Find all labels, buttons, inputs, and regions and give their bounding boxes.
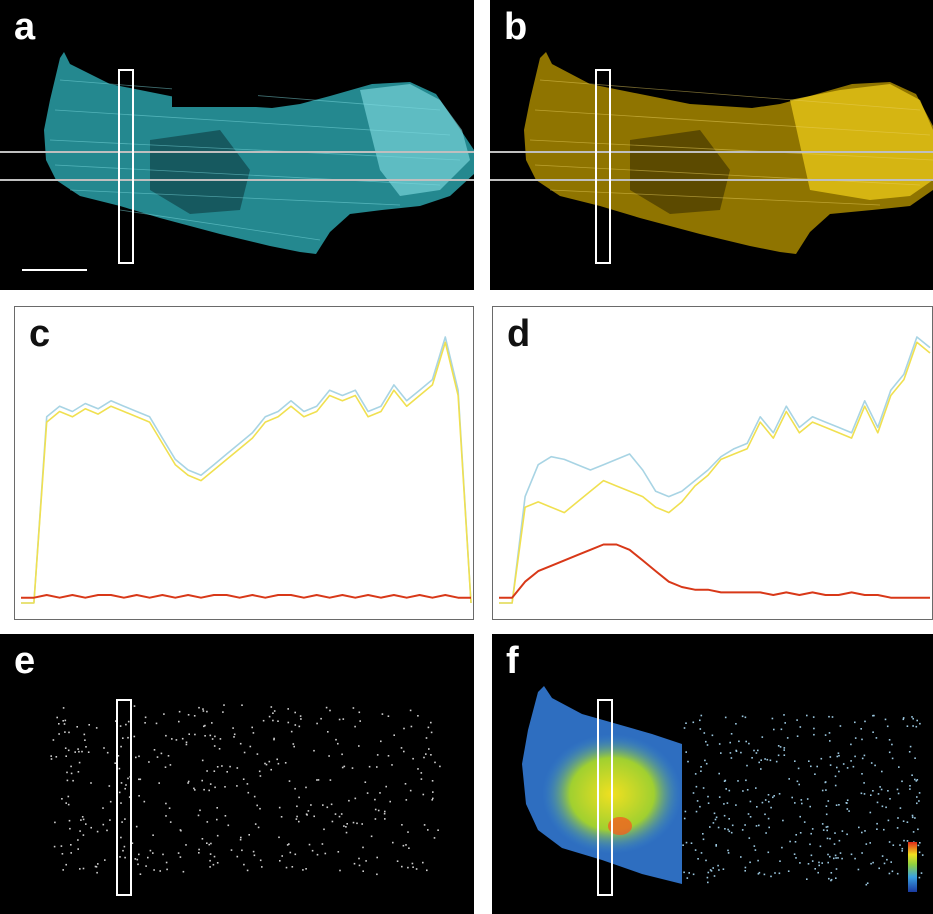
- roi-box-b: [595, 69, 611, 264]
- panel-b: b: [490, 0, 933, 290]
- panel-label-f: f: [506, 640, 519, 682]
- colocalization-dots-e: [50, 699, 441, 896]
- yellow-channel-line: [21, 341, 472, 604]
- fret-heatmap-f: [522, 686, 924, 896]
- red-channel-line: [499, 543, 930, 599]
- pixel-cluster: [50, 704, 441, 876]
- roi-box-f: [597, 699, 613, 896]
- panel-f: f: [492, 634, 933, 914]
- cyan-channel-line: [21, 336, 472, 604]
- intensity-profile-chart-c: [21, 336, 472, 604]
- intensity-profile-chart-d: [499, 336, 931, 604]
- panel-label-c: c: [29, 313, 51, 355]
- panel-label-a: a: [14, 6, 36, 48]
- pixel-cluster: [682, 714, 924, 886]
- lut-color-bar: [908, 842, 917, 892]
- cell-image-a: [0, 25, 474, 271]
- red-channel-line: [21, 594, 471, 599]
- panel-c: c: [14, 306, 474, 620]
- panel-a: a: [0, 0, 474, 290]
- roi-box-a: [118, 69, 134, 264]
- panel-e: e: [0, 634, 474, 914]
- cell-image-b: [490, 52, 933, 264]
- cyan-channel-line: [499, 336, 931, 604]
- roi-box-e: [116, 699, 132, 896]
- panel-label-e: e: [14, 640, 36, 682]
- yellow-channel-line: [499, 341, 931, 604]
- panel-label-d: d: [507, 313, 531, 355]
- panel-d: d: [492, 306, 933, 620]
- panel-label-b: b: [504, 6, 528, 48]
